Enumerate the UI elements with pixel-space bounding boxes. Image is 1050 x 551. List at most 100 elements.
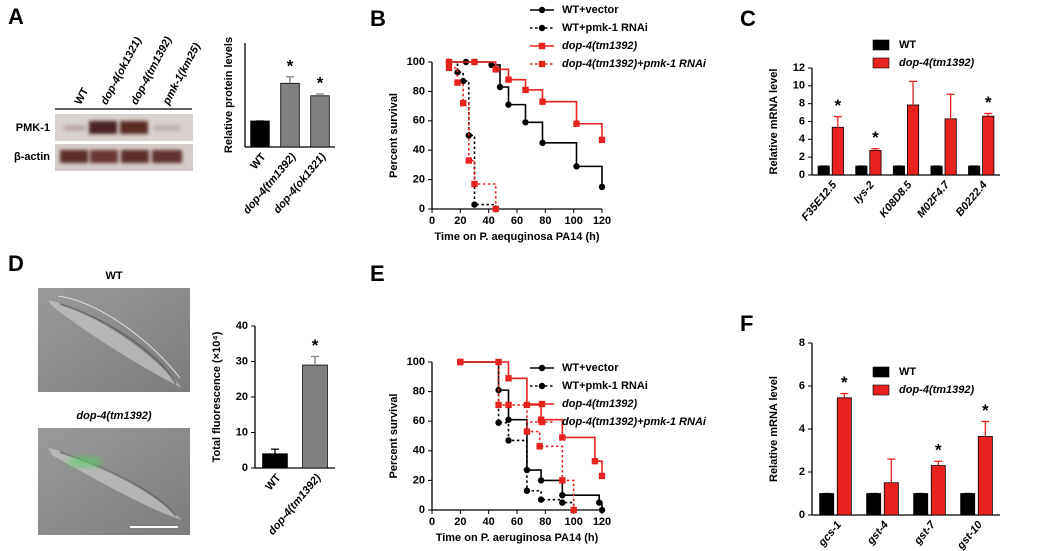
x-axis-label: Time on P. aeruginosa PA14 (h) bbox=[436, 532, 599, 544]
data-point bbox=[523, 466, 531, 474]
legend-marker bbox=[538, 382, 546, 390]
y-tick-label: 10 bbox=[793, 80, 805, 92]
data-point bbox=[559, 492, 566, 499]
legend-swatch bbox=[872, 57, 890, 69]
legend-marker bbox=[538, 24, 546, 32]
data-point bbox=[522, 119, 529, 126]
x-tick-label: gcs-1 bbox=[816, 519, 844, 550]
y-axis-label: Relative protein levels bbox=[223, 37, 235, 153]
data-point bbox=[492, 205, 499, 213]
bar bbox=[302, 364, 328, 469]
bar bbox=[866, 493, 882, 516]
legend-marker bbox=[538, 42, 546, 50]
data-point bbox=[595, 499, 603, 506]
data-point bbox=[465, 157, 473, 164]
y-tick-label: 0 bbox=[419, 504, 425, 516]
legend-label: WT+pmk-1 RNAi bbox=[562, 22, 648, 34]
bar bbox=[960, 493, 976, 516]
data-point bbox=[598, 136, 606, 144]
panel-label: C bbox=[740, 6, 756, 31]
bar bbox=[982, 115, 995, 176]
y-tick-label: 4 bbox=[799, 133, 806, 145]
significance-star: * bbox=[982, 401, 989, 420]
x-tick-label: 0 bbox=[429, 516, 435, 528]
data-point bbox=[495, 419, 502, 426]
x-tick-label: 40 bbox=[483, 215, 495, 227]
bar bbox=[892, 165, 905, 176]
y-tick-label: 0 bbox=[799, 169, 805, 181]
bar bbox=[944, 118, 957, 176]
western-blot bbox=[55, 108, 193, 171]
data-point bbox=[495, 358, 502, 366]
survival-curve bbox=[460, 361, 575, 510]
bar bbox=[869, 150, 882, 176]
legend-label: dop-4(tm1392)+pmk-1 RNAi bbox=[562, 416, 707, 428]
x-tick-label: 40 bbox=[483, 516, 495, 528]
data-point bbox=[471, 180, 478, 188]
data-point bbox=[495, 401, 502, 409]
legend-marker bbox=[538, 60, 546, 68]
x-tick-label: 0 bbox=[429, 215, 435, 227]
data-point bbox=[559, 477, 566, 484]
significance-star: * bbox=[835, 96, 842, 115]
survival-curve bbox=[449, 61, 497, 209]
legend-label: WT+vector bbox=[562, 4, 619, 16]
y-axis-label: Percent survival bbox=[388, 394, 400, 479]
legend-label: dop-4(tm1392)+pmk-1 RNAi bbox=[562, 58, 707, 70]
data-point bbox=[457, 358, 464, 366]
x-tick-label: 100 bbox=[564, 516, 582, 528]
x-tick-label: 80 bbox=[539, 516, 551, 528]
bar bbox=[913, 493, 929, 516]
x-tick-label: 80 bbox=[539, 215, 551, 227]
bar bbox=[907, 104, 920, 176]
y-axis-label: Total fluorescence (×10⁴) bbox=[211, 331, 223, 462]
data-point bbox=[523, 428, 531, 435]
y-tick-label: 10 bbox=[236, 426, 248, 438]
panel-label: B bbox=[370, 6, 386, 31]
y-tick-label: 6 bbox=[799, 115, 805, 127]
data-point bbox=[445, 64, 453, 72]
data-point bbox=[539, 139, 546, 147]
y-tick-label: 2 bbox=[799, 466, 805, 478]
micrograph-label: WT bbox=[105, 270, 122, 282]
y-tick-label: 100 bbox=[407, 56, 425, 68]
legend-label: WT bbox=[899, 39, 916, 51]
micrograph bbox=[38, 428, 190, 535]
y-tick-label: 40 bbox=[413, 144, 425, 156]
legend-marker bbox=[538, 400, 546, 408]
y-tick-label: 100 bbox=[407, 356, 425, 368]
data-point bbox=[559, 499, 566, 506]
data-point bbox=[459, 99, 467, 107]
legend-label: dop-4(tm1392) bbox=[562, 398, 638, 410]
bar bbox=[280, 82, 300, 148]
y-tick-label: 20 bbox=[413, 474, 425, 486]
micrograph bbox=[38, 288, 190, 392]
bar bbox=[968, 165, 981, 176]
data-point bbox=[598, 472, 606, 480]
micrograph-label: dop-4(tm1392) bbox=[76, 410, 152, 422]
significance-star: * bbox=[872, 128, 879, 147]
survival-curve bbox=[449, 61, 603, 140]
legend-label: dop-4(tm1392) bbox=[562, 40, 638, 52]
bar bbox=[817, 165, 830, 176]
bar bbox=[831, 126, 844, 176]
x-tick-label: K08D8.5 bbox=[877, 178, 915, 220]
x-tick-label: gst-7 bbox=[911, 518, 938, 547]
data-point bbox=[505, 416, 512, 423]
x-tick-label: lys-2 bbox=[852, 179, 877, 206]
y-tick-label: 20 bbox=[236, 391, 248, 403]
x-tick-label: gst-4 bbox=[864, 519, 891, 548]
data-point bbox=[537, 477, 545, 484]
y-axis-label: Relative mRNA level bbox=[768, 69, 780, 175]
data-point bbox=[454, 69, 461, 76]
bar bbox=[930, 465, 946, 516]
lane-label: WT bbox=[73, 86, 92, 107]
data-point bbox=[539, 98, 546, 105]
data-point bbox=[573, 163, 580, 170]
y-tick-label: 4 bbox=[799, 423, 806, 435]
legend-label: WT bbox=[899, 366, 916, 378]
panel-label: F bbox=[740, 311, 753, 336]
row-label: β-actin bbox=[14, 151, 50, 163]
data-point bbox=[573, 120, 580, 127]
x-tick-label: 20 bbox=[454, 516, 466, 528]
